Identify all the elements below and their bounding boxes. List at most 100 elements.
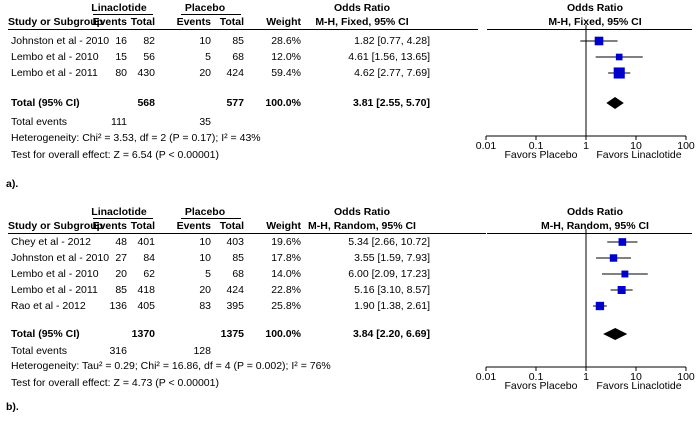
linaclotide-events: 16 [115, 35, 127, 47]
study-effect-square [617, 285, 626, 295]
study-odds-ratio-ci: 5.34 [2.66, 10.72] [348, 236, 430, 248]
study-name: Chey et al - 2012 [11, 236, 91, 248]
study-effect-square [621, 270, 629, 278]
x-tick-label: 0.01 [475, 371, 497, 383]
x-tick-label: 1 [583, 371, 589, 383]
events-column-header: Events [92, 220, 127, 232]
placebo-events: 5 [205, 268, 211, 280]
x-tick-label: 0.1 [528, 140, 544, 152]
group1-header: Linaclotide [91, 206, 147, 218]
study-effect-square [595, 301, 605, 311]
events-column-header: Events [176, 16, 211, 28]
or-plot-method: M-H, Random, 95% CI [541, 220, 649, 232]
total-linaclotide: 568 [137, 97, 155, 109]
total-events-label: Total events [11, 116, 68, 128]
total-linaclotide: 1370 [131, 328, 155, 340]
favors-placebo-label: Favors Placebo [504, 380, 578, 392]
total-column-header: Total [130, 16, 155, 28]
placebo-total: 68 [232, 268, 244, 280]
placebo-total: 424 [226, 67, 244, 79]
study-name: Johnston et al - 2010 [11, 35, 110, 47]
study-weight: 59.4% [271, 67, 301, 79]
study-weight: 14.0% [271, 268, 301, 280]
group1-rule [93, 218, 153, 219]
pooled-effect-diamond [606, 97, 624, 109]
total-odds-ratio-ci: 3.84 [2.20, 6.69] [352, 328, 430, 340]
study-weight: 17.8% [271, 252, 301, 264]
study-name: Rao et al - 2012 [11, 300, 86, 312]
linaclotide-total: 62 [143, 268, 155, 280]
linaclotide-total: 430 [137, 67, 155, 79]
study-name: Johnston et al - 2010 [11, 252, 110, 264]
study-effect-square [615, 53, 623, 61]
placebo-total: 395 [226, 300, 244, 312]
linaclotide-total: 56 [143, 51, 155, 63]
or-table-title: Odds Ratio [333, 206, 390, 218]
total-placebo: 577 [226, 97, 244, 109]
study-weight: 19.6% [271, 236, 301, 248]
study-weight: 22.8% [271, 284, 301, 296]
total-events-placebo: 128 [193, 345, 211, 357]
placebo-events: 20 [199, 284, 211, 296]
placebo-total: 68 [232, 51, 244, 63]
placebo-events: 10 [199, 252, 211, 264]
group2-rule [181, 14, 241, 15]
placebo-events: 20 [199, 67, 211, 79]
linaclotide-events: 136 [109, 300, 127, 312]
placebo-events: 10 [199, 35, 211, 47]
events-column-header: Events [92, 16, 127, 28]
or-plot-method: M-H, Fixed, 95% CI [548, 16, 642, 28]
group2-header: Placebo [184, 2, 226, 14]
study-odds-ratio-ci: 6.00 [2.09, 17.23] [348, 268, 430, 280]
overall-effect-test: Test for overall effect: Z = 6.54 (P < 0… [11, 149, 219, 161]
study-column-header: Study or Subgroup [8, 16, 104, 28]
study-effect-square [609, 254, 618, 262]
x-tick-label: 100 [677, 371, 695, 383]
heterogeneity-stats: Heterogeneity: Chi² = 3.53, df = 2 (P = … [11, 132, 261, 144]
total-label: Total (95% CI) [11, 328, 80, 340]
total-label: Total (95% CI) [11, 97, 80, 109]
total-events-linaclotide: 316 [109, 345, 127, 357]
study-name: Lembo et al - 2011 [11, 67, 98, 79]
total-events-label: Total events [11, 345, 68, 357]
panel-label: a). [6, 178, 19, 190]
linaclotide-total: 82 [143, 35, 155, 47]
study-odds-ratio-ci: 1.82 [0.77, 4.28] [354, 35, 430, 47]
study-effect-square [594, 36, 604, 46]
x-tick-label: 10 [630, 140, 642, 152]
study-effect-square [618, 238, 627, 246]
study-odds-ratio-ci: 1.90 [1.38, 2.61] [354, 300, 430, 312]
group2-header: Placebo [184, 206, 226, 218]
or-plot-title: Odds Ratio [566, 2, 623, 14]
linaclotide-events: 48 [115, 236, 127, 248]
linaclotide-events: 80 [115, 67, 127, 79]
study-name: Lembo et al - 2010 [11, 51, 99, 63]
total-weight: 100.0% [265, 97, 301, 109]
total-events-linaclotide: 111 [111, 116, 127, 128]
study-weight: 28.6% [271, 35, 301, 47]
favors-placebo-label: Favors Placebo [504, 149, 578, 161]
favors-linaclotide-label: Favors Linaclotide [596, 380, 682, 392]
total-column-header: Total [219, 220, 244, 232]
total-odds-ratio-ci: 3.81 [2.55, 5.70] [352, 97, 430, 109]
plot-header-rule [487, 29, 692, 30]
total-events-placebo: 35 [199, 116, 211, 128]
linaclotide-total: 418 [137, 284, 155, 296]
study-odds-ratio-ci: 5.16 [3.10, 8.57] [354, 284, 430, 296]
study-name: Lembo et al - 2011 [11, 284, 98, 296]
panel-label: b). [6, 401, 19, 413]
linaclotide-total: 405 [137, 300, 155, 312]
group1-rule [93, 14, 153, 15]
or-table-title: Odds Ratio [333, 2, 390, 14]
placebo-total: 403 [226, 236, 244, 248]
study-effect-square [613, 67, 625, 79]
linaclotide-events: 20 [115, 268, 127, 280]
favors-linaclotide-label: Favors Linaclotide [596, 149, 682, 161]
study-odds-ratio-ci: 3.55 [1.59, 7.93] [354, 252, 430, 264]
events-column-header: Events [176, 220, 211, 232]
linaclotide-events: 27 [115, 252, 127, 264]
x-tick-label: 100 [677, 140, 695, 152]
weight-column-header: Weight [266, 220, 301, 232]
